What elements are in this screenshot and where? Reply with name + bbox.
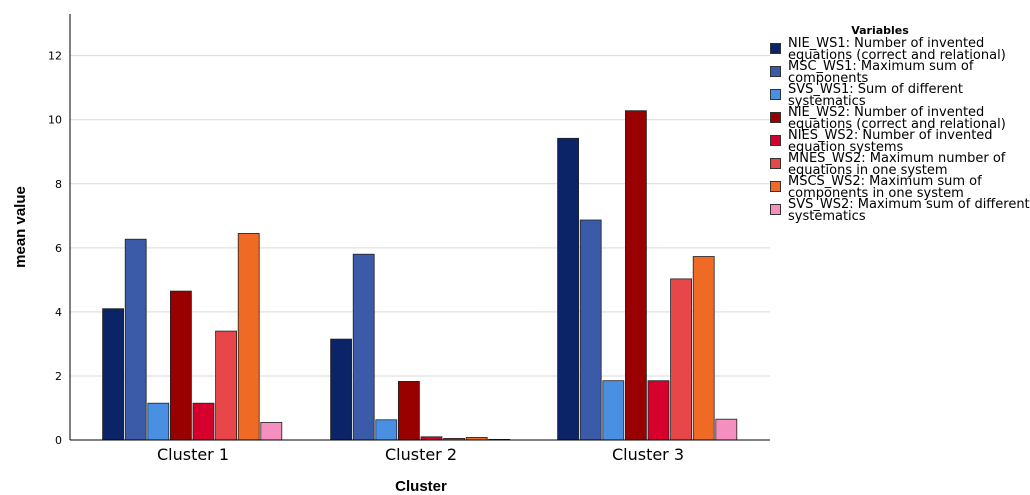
legend-swatch [770, 43, 781, 54]
x-category-label: Cluster 2 [385, 445, 457, 464]
x-category-label: Cluster 3 [612, 445, 684, 464]
x-category-label: Cluster 1 [157, 445, 229, 464]
bar [670, 278, 692, 441]
y-tick-label: 0 [55, 434, 62, 447]
x-category-labels: Cluster 1 Cluster 2 Cluster 3 [157, 445, 684, 464]
legend-item: MSCS_WS2: Maximum sum of components in o… [770, 174, 1030, 201]
y-tick-label: 12 [48, 50, 62, 63]
bar [169, 290, 192, 441]
bar [647, 380, 670, 441]
legend-item: NIE_WS2: Number of invented equations (c… [770, 105, 1030, 132]
legend-label: NIES_WS2: Number of invented equation sy… [788, 128, 993, 155]
bar [260, 421, 283, 441]
bar [602, 380, 625, 441]
legend-title: Variables [851, 24, 909, 37]
legend-swatch [770, 181, 781, 192]
legend-item: SVS_WS2: Maximum sum of different system… [770, 197, 1030, 224]
legend-label: MNES_WS2: Maximum number of equations in… [788, 151, 1006, 178]
legend-item: MNES_WS2: Maximum number of equations in… [770, 151, 1030, 178]
legend-swatch [770, 158, 781, 169]
y-tick-label: 4 [55, 306, 62, 319]
bar [397, 380, 420, 441]
y-tick-label: 10 [48, 114, 62, 127]
y-tick-label: 8 [55, 178, 62, 191]
x-axis-title: Cluster [395, 478, 447, 495]
legend-swatch [770, 66, 781, 77]
bar [557, 137, 579, 441]
legend-item: SVS_WS1: Sum of different systematics [770, 82, 1030, 109]
legend-label: SVS_WS1: Sum of different systematics [788, 82, 963, 109]
bar [579, 219, 602, 441]
legend-item: NIE_WS1: Number of invented equations (c… [770, 36, 1030, 63]
legend: Variables NIE_WS1: Number of invented eq… [770, 24, 1030, 224]
legend-label: NIE_WS2: Number of invented equations (c… [788, 105, 1006, 132]
bar [237, 232, 260, 441]
bar [375, 419, 398, 441]
legend-item: NIES_WS2: Number of invented equation sy… [770, 128, 1030, 155]
legend-swatch [770, 112, 781, 123]
legend-items: NIE_WS1: Number of invented equations (c… [770, 36, 1030, 224]
legend-label: NIE_WS1: Number of invented equations (c… [788, 36, 1006, 63]
legend-swatch [770, 204, 781, 215]
legend-item: MSC_WS1: Maximum sum of components [770, 59, 1030, 86]
legend-swatch [770, 135, 781, 146]
legend-label: MSCS_WS2: Maximum sum of components in o… [788, 174, 982, 201]
bar [192, 402, 215, 441]
bar-chart: 0 2 4 6 8 10 12 Cluster 1 Cluster 2 Cluster 3 me… [12, 14, 770, 495]
bar [330, 338, 353, 441]
legend-label: MSC_WS1: Maximum sum of components [788, 59, 974, 86]
bar [692, 256, 715, 441]
bar [715, 418, 738, 441]
y-tick-label: 2 [55, 370, 62, 383]
bar [147, 402, 170, 441]
y-tick-labels: 0 2 4 6 8 10 12 [48, 50, 62, 447]
y-tick-label: 6 [55, 242, 62, 255]
bar [625, 110, 647, 441]
bar [215, 330, 238, 441]
bar [102, 308, 124, 441]
legend-label: SVS_WS2: Maximum sum of different system… [788, 197, 1030, 224]
bar [124, 238, 147, 441]
y-axis-title: mean value [12, 186, 29, 268]
legend-swatch [770, 89, 781, 100]
bar [352, 253, 375, 441]
bars [102, 110, 738, 441]
